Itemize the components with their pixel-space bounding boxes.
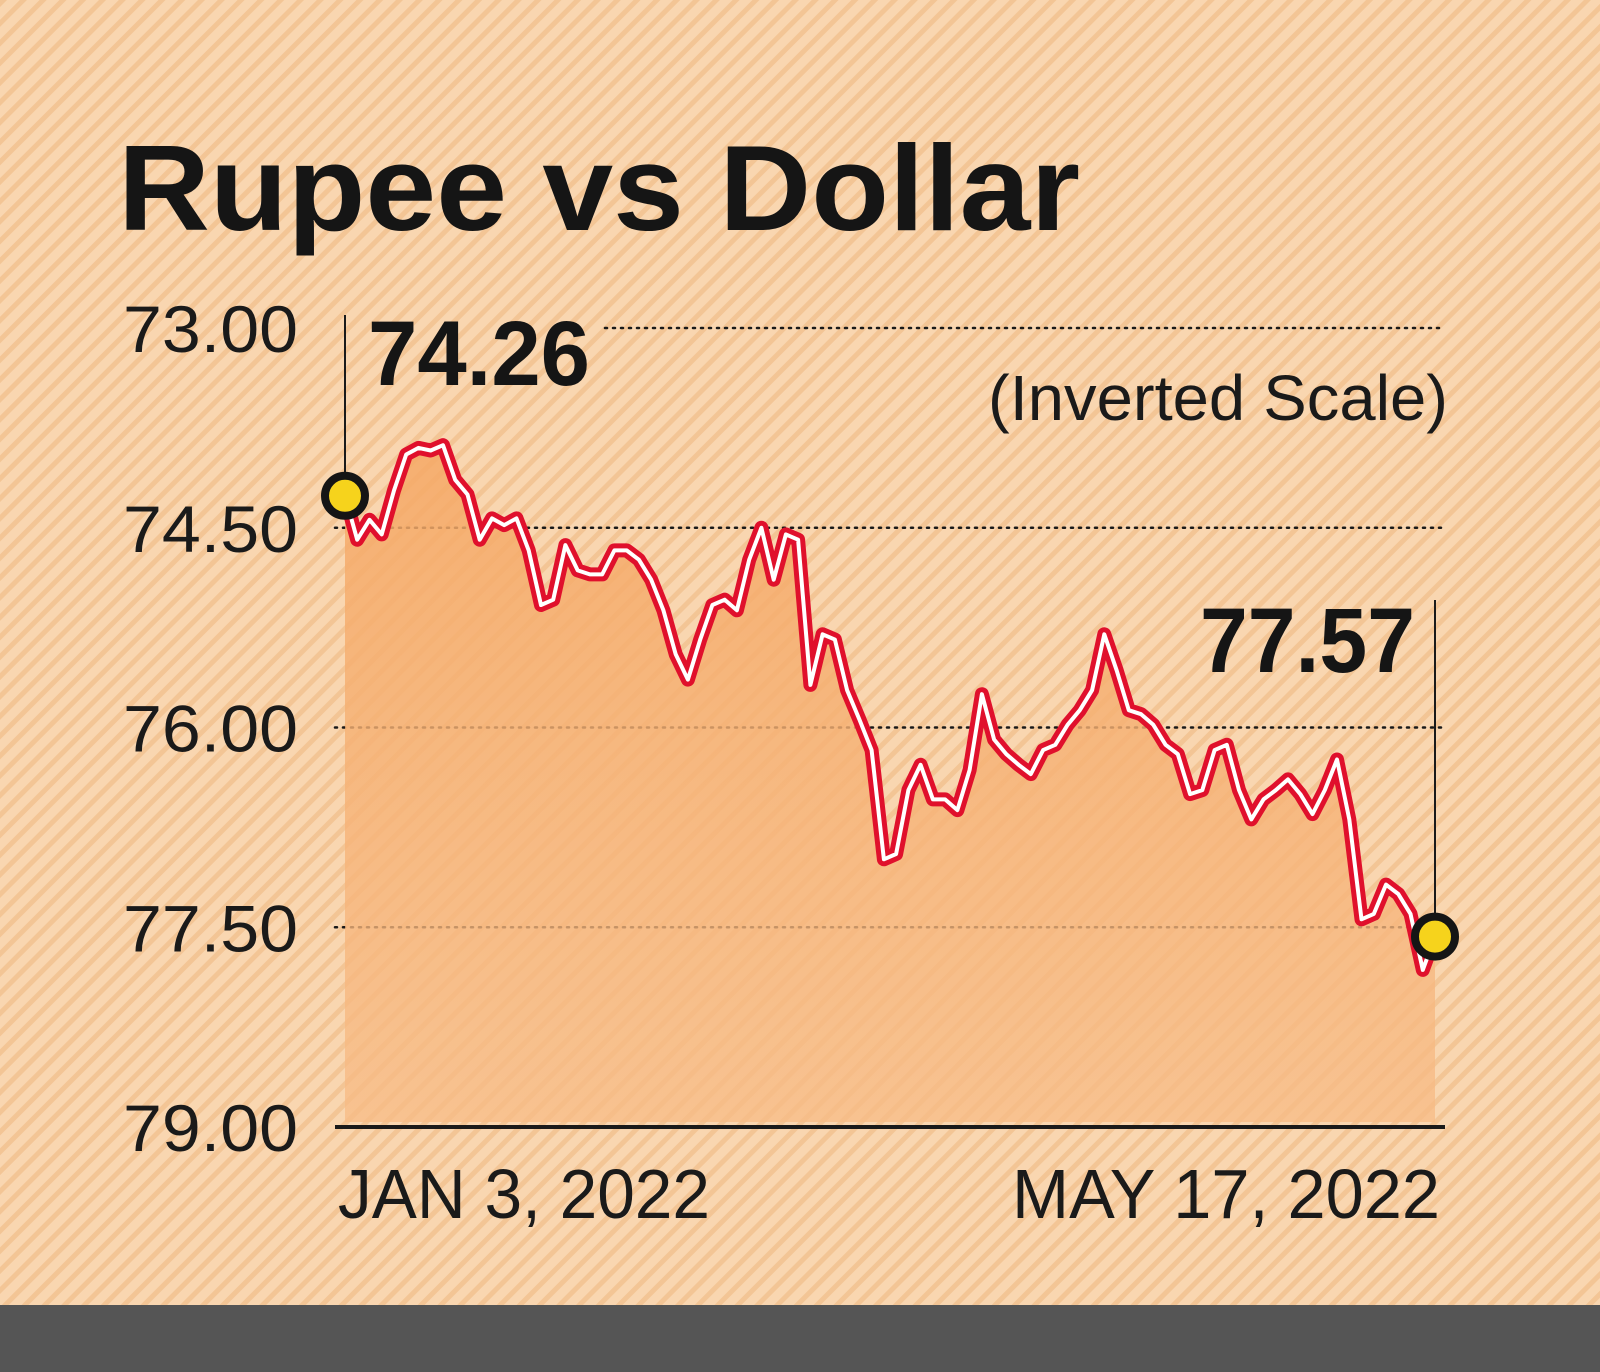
y-tick-label: 74.50 <box>123 492 298 566</box>
y-tick-label: 76.00 <box>123 692 298 766</box>
start-marker <box>321 471 369 520</box>
end-marker <box>1411 912 1459 961</box>
chart-title: Rupee vs Dollar <box>118 120 1080 256</box>
series-line-highlight <box>343 443 1437 972</box>
area-fill <box>345 445 1435 1122</box>
x-tick-label-end: MAY 17, 2022 <box>1012 1155 1440 1233</box>
y-axis-ticks: 73.00 74.50 76.00 77.50 79.00 <box>123 292 298 1165</box>
y-tick-label: 79.00 <box>123 1091 298 1165</box>
scale-note: (Inverted Scale) <box>988 362 1448 434</box>
y-tick-label: 73.00 <box>123 292 298 366</box>
footer-bar <box>0 1305 1600 1372</box>
y-tick-label: 77.50 <box>123 891 298 965</box>
end-value-label: 77.57 <box>1200 590 1415 692</box>
x-tick-label-start: JAN 3, 2022 <box>338 1155 710 1233</box>
start-value-label: 74.26 <box>368 303 590 405</box>
